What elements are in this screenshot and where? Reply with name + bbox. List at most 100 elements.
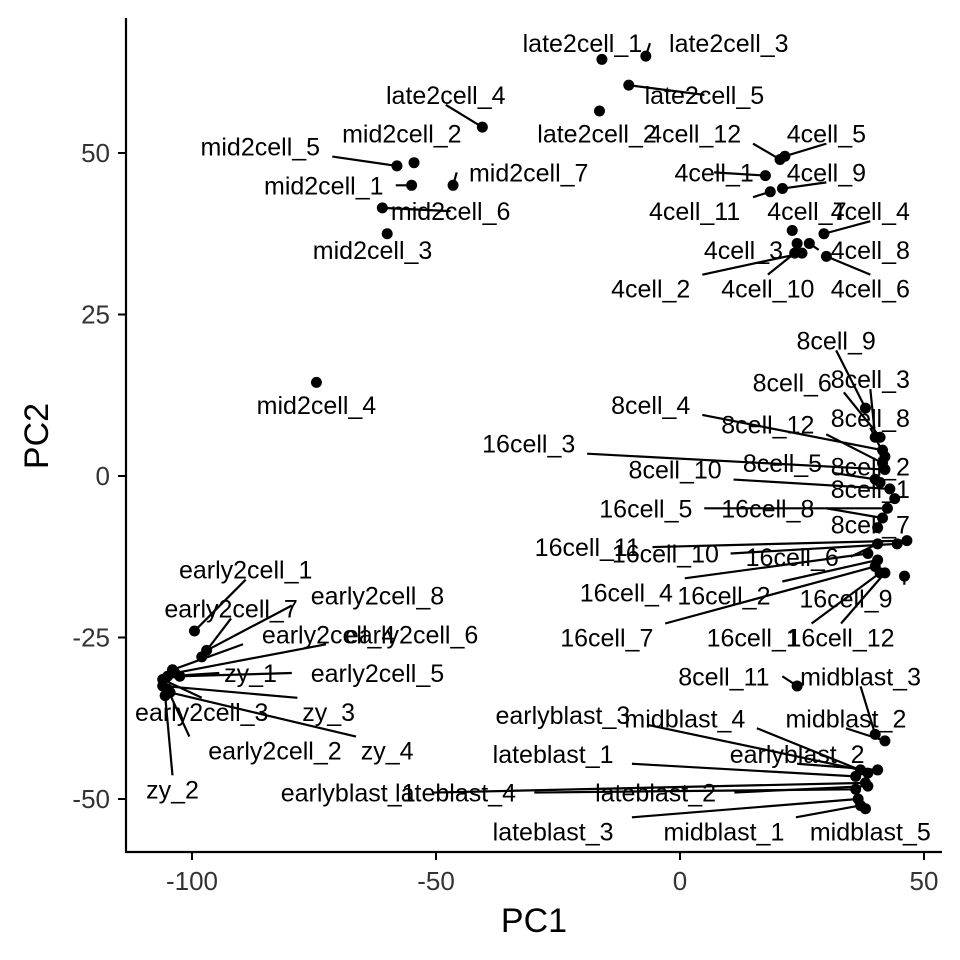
point-label: midblast_1 — [663, 818, 784, 846]
leader-line — [664, 565, 876, 625]
data-point — [786, 225, 798, 237]
leader-line — [628, 84, 705, 96]
leader-line — [174, 643, 327, 675]
point-label: 8cell_3 — [831, 366, 910, 394]
leader-line — [172, 643, 244, 671]
leader-line — [823, 220, 871, 235]
data-point — [764, 186, 776, 198]
data-point — [596, 53, 608, 65]
point-label: late2cell_4 — [386, 82, 506, 110]
leader-line — [445, 103, 483, 129]
data-point — [872, 764, 884, 776]
point-label: 8cell_4 — [611, 392, 690, 420]
data-point — [859, 402, 871, 414]
leader-line — [169, 691, 357, 738]
point-label: lateblast_1 — [493, 741, 614, 769]
leader-line — [652, 539, 907, 549]
data-point — [879, 567, 891, 579]
point-label: 16cell_10 — [612, 541, 719, 569]
data-point — [408, 157, 420, 169]
leader-line — [756, 727, 869, 775]
leader-line — [859, 685, 877, 735]
point-label: early2cell_6 — [345, 621, 478, 649]
point-label: 8cell_9 — [797, 327, 876, 355]
data-point — [623, 79, 635, 91]
y-tick-label: -25 — [72, 623, 110, 653]
point-label: mid2cell_4 — [257, 392, 377, 420]
point-label: early2cell_7 — [164, 595, 297, 623]
data-point — [869, 431, 881, 443]
point-label: early2cell_8 — [311, 583, 444, 611]
point-label: zy_4 — [361, 738, 414, 766]
data-point — [791, 680, 803, 692]
point-label: 4cell_8 — [831, 237, 910, 265]
leader-line — [332, 155, 398, 168]
point-label: mid2cell_7 — [469, 159, 589, 187]
point-label: early2cell_5 — [311, 660, 444, 688]
point-label: early2cell_4 — [262, 621, 396, 649]
y-tick-label: 50 — [81, 138, 110, 168]
data-point — [174, 670, 186, 682]
data-point — [376, 202, 388, 214]
leader-line — [164, 695, 174, 776]
point-label: zy_2 — [146, 776, 199, 804]
x-axis-title: PC1 — [501, 902, 567, 940]
point-label: 8cell_5 — [743, 450, 822, 478]
leader-line — [162, 684, 298, 699]
leader-line — [784, 142, 827, 158]
point-label: 4cell_5 — [787, 121, 866, 149]
leader-line — [840, 572, 886, 625]
point-label: early2cell_3 — [135, 699, 268, 727]
leader-line — [631, 797, 859, 819]
point-label: zy_3 — [302, 699, 355, 727]
leader-line — [730, 542, 898, 555]
data-point — [381, 228, 393, 240]
point-label: 16cell_8 — [721, 495, 814, 523]
point-label: mid2cell_1 — [264, 172, 384, 200]
point-label: late2cell_1 — [523, 30, 643, 58]
y-axis-title: PC2 — [18, 403, 56, 469]
point-label: mid2cell_3 — [313, 237, 433, 265]
leader-line — [433, 781, 866, 794]
point-label: mid2cell_2 — [342, 121, 462, 149]
data-point — [872, 522, 884, 534]
leader-line — [193, 578, 247, 632]
point-label: zy_1 — [224, 660, 277, 688]
data-point — [476, 121, 488, 133]
leader-line — [587, 452, 886, 471]
data-point — [872, 538, 884, 550]
data-point — [789, 247, 801, 259]
data-point — [850, 770, 862, 782]
data-point — [593, 105, 605, 117]
point-label: earlyblast_3 — [495, 702, 630, 730]
data-point — [889, 493, 901, 505]
leader-line — [648, 723, 861, 772]
point-labels: late2cell_1 late2cell_3 late2cell_5 late2ce… — [135, 30, 931, 846]
point-label: 4cell_7 — [767, 198, 846, 226]
data-point — [862, 548, 874, 560]
point-label: 4cell_3 — [704, 237, 783, 265]
data-point — [884, 483, 896, 495]
point-label: late2cell_5 — [645, 82, 765, 110]
leader-line — [684, 552, 869, 580]
point-label: 8cell_6 — [753, 369, 832, 397]
data-point — [447, 179, 459, 191]
data-point — [874, 476, 886, 488]
point-label: midblast_4 — [624, 705, 745, 733]
point-label: lateblast_4 — [395, 780, 516, 808]
point-label: early2cell_2 — [208, 738, 341, 766]
point-label: earlyblast_1 — [281, 780, 416, 808]
point-label: 16cell_2 — [677, 583, 770, 611]
leader-line — [702, 413, 883, 452]
point-label: 8cell_7 — [831, 511, 910, 539]
point-label: 8cell_12 — [721, 411, 814, 439]
data-point — [759, 170, 771, 182]
point-label: 8cell_10 — [629, 457, 722, 485]
data-point — [776, 183, 788, 195]
leader-line — [795, 804, 861, 819]
data-point — [820, 250, 832, 262]
point-label: 4cell_11 — [649, 198, 740, 226]
point-label: 16cell_5 — [599, 495, 692, 523]
leader-line — [631, 762, 856, 778]
